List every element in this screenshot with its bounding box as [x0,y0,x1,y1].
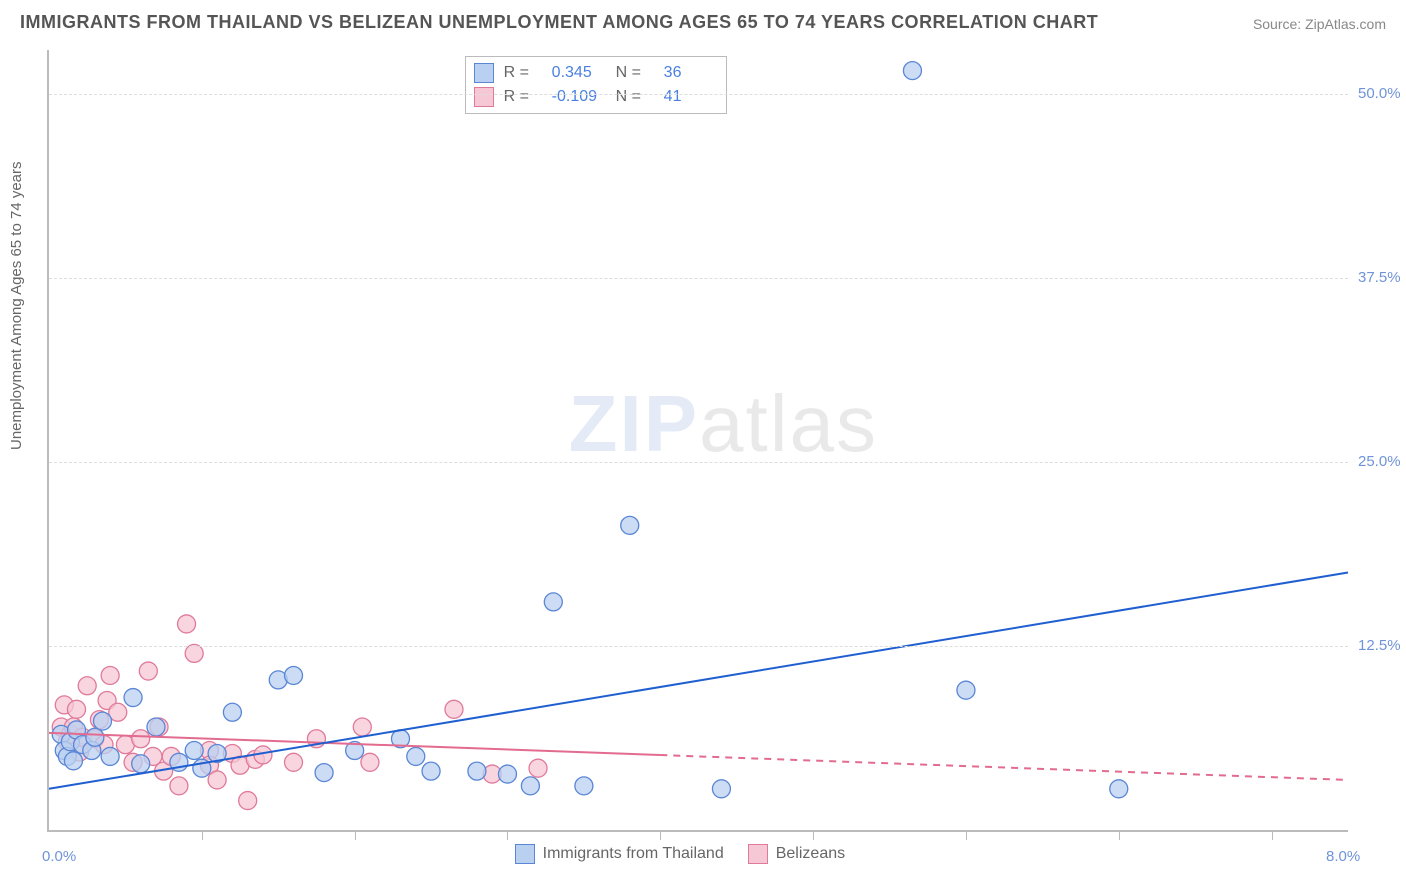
legend-series: Immigrants from Thailand Belizeans [515,844,845,864]
y-tick-label: 50.0% [1358,85,1401,102]
x-tick-label-right: 8.0% [1326,848,1360,865]
source-label: Source: ZipAtlas.com [1253,16,1386,32]
chart-title: IMMIGRANTS FROM THAILAND VS BELIZEAN UNE… [20,12,1098,33]
plot-svg [49,50,1348,830]
y-tick-label: 12.5% [1358,637,1401,654]
legend-item-thai: Immigrants from Thailand [515,844,724,864]
legend-label-belize: Belizeans [776,845,845,863]
x-tick-label-left: 0.0% [42,848,76,865]
y-tick-label: 37.5% [1358,269,1401,286]
y-axis-label: Unemployment Among Ages 65 to 74 years [8,161,25,450]
scatter-plot: ZIPatlas R = 0.345 N = 36 R = -0.109 N =… [47,50,1348,832]
y-tick-label: 25.0% [1358,453,1401,470]
swatch-thai-2 [515,844,535,864]
legend-label-thai: Immigrants from Thailand [543,845,724,863]
swatch-belize-2 [748,844,768,864]
legend-item-belize: Belizeans [748,844,845,864]
